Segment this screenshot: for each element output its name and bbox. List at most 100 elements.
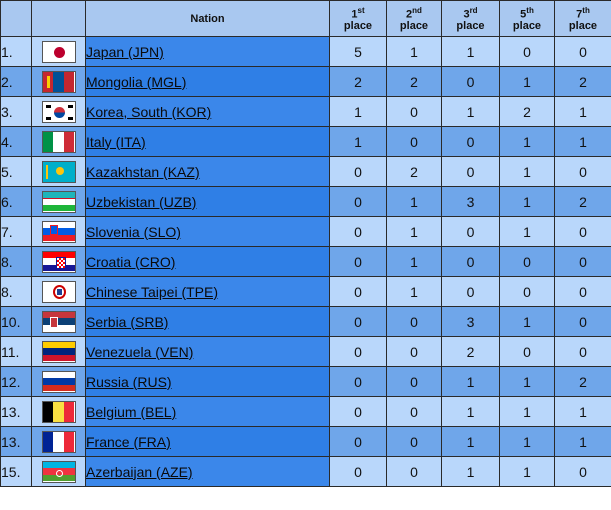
place-count-cell: 2 — [386, 66, 442, 97]
place-count-cell: 2 — [554, 186, 611, 217]
place-suffix: th — [526, 5, 534, 15]
flag-cell — [31, 156, 86, 187]
place-count-cell: 0 — [386, 456, 442, 487]
rank-cell: 8. — [0, 246, 32, 277]
place-header: 7th place — [554, 0, 611, 37]
place-word: place — [512, 20, 542, 33]
rank-cell: 10. — [0, 306, 32, 337]
nation-cell: Croatia (CRO) — [85, 246, 330, 277]
nation-link[interactable]: Italy (ITA) — [86, 133, 146, 150]
place-count-cell: 1 — [499, 366, 555, 397]
russia-flag-icon — [41, 370, 76, 393]
place-count-cell: 1 — [554, 126, 611, 157]
place-count-cell: 1 — [386, 186, 442, 217]
place-count-cell: 0 — [499, 36, 555, 67]
place-count-cell: 0 — [329, 246, 387, 277]
nation-link[interactable]: Korea, South (KOR) — [86, 103, 212, 120]
place-count-cell: 0 — [554, 456, 611, 487]
table-row: 13. France (FRA) 0 0 1 1 1 — [0, 426, 611, 457]
rank-header — [0, 0, 32, 37]
place-count-cell: 0 — [441, 66, 500, 97]
place-count-cell: 1 — [386, 36, 442, 67]
flag-cell — [31, 66, 86, 97]
place-count-cell: 0 — [329, 156, 387, 187]
place-count-cell: 0 — [441, 276, 500, 307]
nation-link[interactable]: Uzbekistan (UZB) — [86, 193, 197, 210]
nation-link[interactable]: Mongolia (MGL) — [86, 73, 187, 90]
nation-link[interactable]: Japan (JPN) — [86, 43, 164, 60]
table-row: 7. Slovenia (SLO) 0 1 0 1 0 — [0, 216, 611, 247]
nation-link[interactable]: Azerbaijan (AZE) — [86, 463, 193, 480]
nation-cell: Azerbaijan (AZE) — [85, 456, 330, 487]
nation-link[interactable]: Russia (RUS) — [86, 373, 172, 390]
nation-link[interactable]: France (FRA) — [86, 433, 171, 450]
place-header: 5th place — [499, 0, 555, 37]
nation-link[interactable]: Croatia (CRO) — [86, 253, 176, 270]
place-word: place — [343, 20, 373, 33]
place-count-cell: 0 — [554, 306, 611, 337]
flag-cell — [31, 426, 86, 457]
nation-link[interactable]: Slovenia (SLO) — [86, 223, 181, 240]
nation-link[interactable]: Belgium (BEL) — [86, 403, 177, 420]
south-korea-flag-icon — [41, 100, 76, 123]
place-count-cell: 0 — [554, 336, 611, 367]
place-count-cell: 0 — [554, 276, 611, 307]
place-count-cell: 5 — [329, 36, 387, 67]
flag-cell — [31, 456, 86, 487]
kazakhstan-flag-icon — [41, 160, 76, 183]
place-count-cell: 0 — [386, 96, 442, 127]
place-count-cell: 1 — [499, 456, 555, 487]
place-count-cell: 1 — [386, 276, 442, 307]
flag-cell — [31, 336, 86, 367]
mongolia-flag-icon — [41, 70, 76, 93]
nation-cell: Belgium (BEL) — [85, 396, 330, 427]
place-count-cell: 1 — [554, 96, 611, 127]
table-row: 8. Croatia (CRO) 0 1 0 0 0 — [0, 246, 611, 277]
france-flag-icon — [41, 430, 76, 453]
nation-cell: Serbia (SRB) — [85, 306, 330, 337]
place-count-cell: 0 — [386, 426, 442, 457]
nation-link[interactable]: Kazakhstan (KAZ) — [86, 163, 200, 180]
table-row: 6. Uzbekistan (UZB) 0 1 3 1 2 — [0, 186, 611, 217]
place-count-cell: 0 — [554, 156, 611, 187]
nation-link[interactable]: Serbia (SRB) — [86, 313, 169, 330]
place-count-cell: 2 — [386, 156, 442, 187]
place-number: 1 — [351, 8, 358, 21]
place-number: 5 — [520, 8, 527, 21]
place-count-cell: 1 — [441, 36, 500, 67]
flag-cell — [31, 36, 86, 67]
place-count-cell: 1 — [441, 426, 500, 457]
place-count-cell: 1 — [441, 396, 500, 427]
place-count-cell: 0 — [329, 186, 387, 217]
place-word: place — [456, 20, 485, 33]
venezuela-flag-icon — [41, 340, 76, 363]
place-count-cell: 0 — [386, 366, 442, 397]
flag-cell — [31, 186, 86, 217]
table-row: 5. Kazakhstan (KAZ) 0 2 0 1 0 — [0, 156, 611, 187]
nation-cell: Russia (RUS) — [85, 366, 330, 397]
slovenia-flag-icon — [41, 220, 76, 243]
place-count-cell: 2 — [441, 336, 500, 367]
rank-cell: 15. — [0, 456, 32, 487]
rank-cell: 6. — [0, 186, 32, 217]
place-count-cell: 0 — [329, 216, 387, 247]
rank-cell: 3. — [0, 96, 32, 127]
place-count-cell: 0 — [499, 336, 555, 367]
nation-link[interactable]: Chinese Taipei (TPE) — [86, 283, 219, 300]
nation-link[interactable]: Venezuela (VEN) — [86, 343, 194, 360]
place-count-cell: 0 — [554, 216, 611, 247]
place-count-cell: 0 — [329, 306, 387, 337]
table-row: 11. Venezuela (VEN) 0 0 2 0 0 — [0, 336, 611, 367]
nation-cell: France (FRA) — [85, 426, 330, 457]
serbia-flag-icon — [41, 310, 76, 333]
flag-header — [31, 0, 86, 37]
flag-cell — [31, 306, 86, 337]
rank-cell: 5. — [0, 156, 32, 187]
place-count-cell: 0 — [329, 396, 387, 427]
place-suffix: nd — [412, 5, 422, 15]
place-count-cell: 0 — [499, 246, 555, 277]
place-count-cell: 3 — [441, 186, 500, 217]
place-count-cell: 0 — [441, 216, 500, 247]
place-count-cell: 0 — [329, 336, 387, 367]
place-count-cell: 0 — [386, 396, 442, 427]
